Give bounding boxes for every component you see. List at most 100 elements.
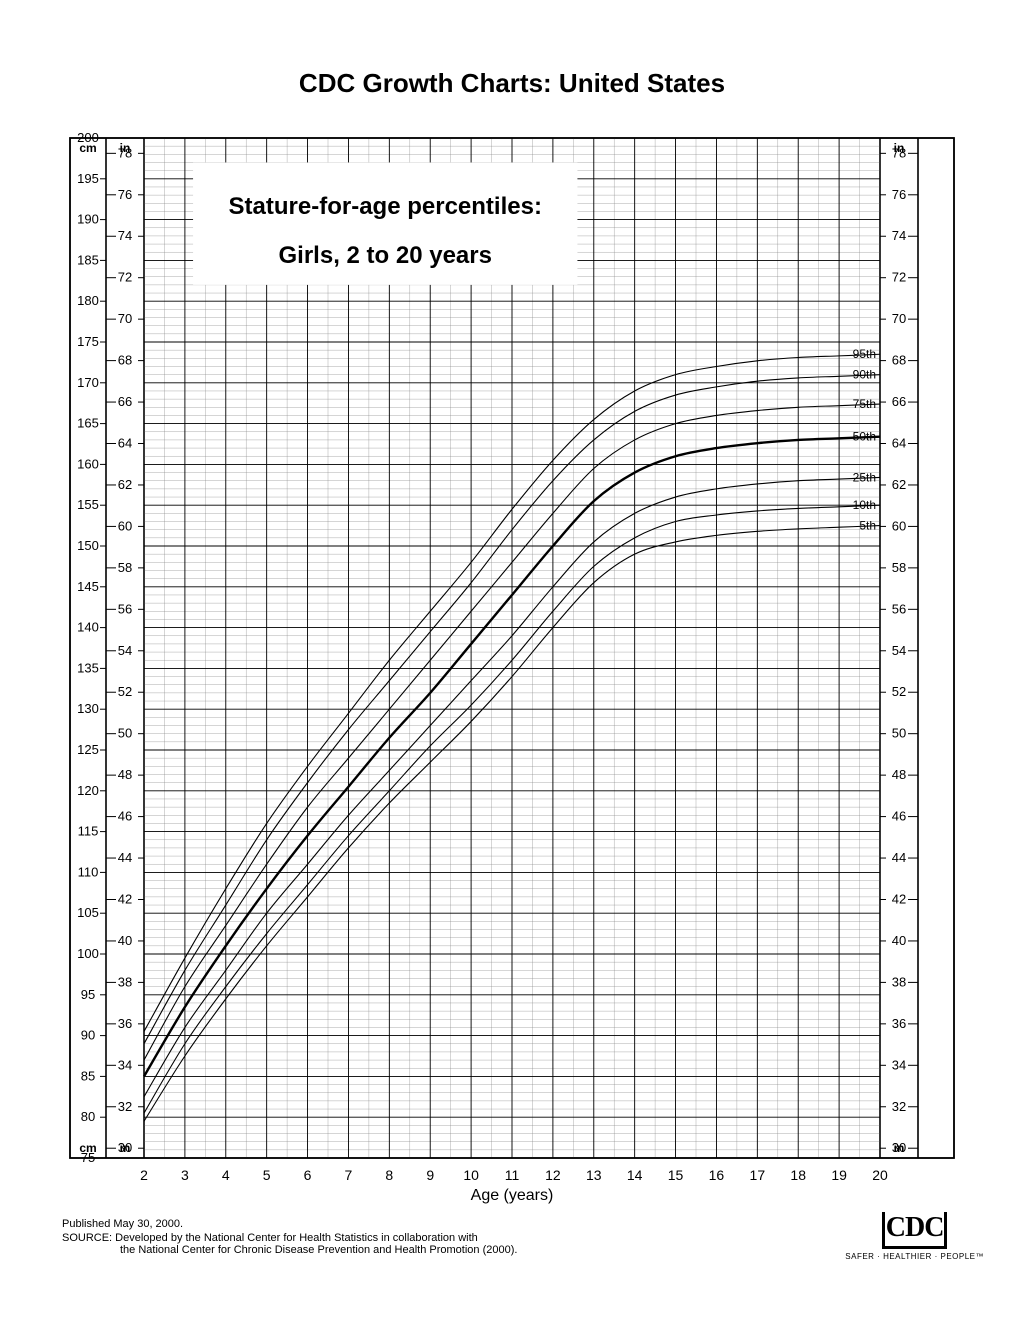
- svg-text:58: 58: [118, 560, 132, 575]
- svg-text:50: 50: [118, 726, 132, 741]
- svg-text:5: 5: [263, 1167, 271, 1183]
- percentile-label-25th: 25th: [853, 470, 876, 484]
- svg-text:13: 13: [586, 1167, 602, 1183]
- svg-text:54: 54: [892, 643, 906, 658]
- svg-text:cm: cm: [79, 1141, 96, 1155]
- svg-text:56: 56: [118, 601, 132, 616]
- svg-text:165: 165: [77, 416, 99, 431]
- svg-text:160: 160: [77, 456, 99, 471]
- svg-text:60: 60: [118, 518, 132, 533]
- svg-text:56: 56: [892, 601, 906, 616]
- svg-text:20: 20: [872, 1167, 888, 1183]
- svg-text:in: in: [894, 1141, 905, 1155]
- svg-text:11: 11: [505, 1167, 520, 1183]
- percentile-label-75th: 75th: [853, 397, 876, 411]
- svg-text:125: 125: [77, 742, 99, 757]
- svg-text:74: 74: [892, 228, 906, 243]
- percentile-label-95th: 95th: [853, 347, 876, 361]
- svg-text:105: 105: [77, 905, 99, 920]
- svg-text:145: 145: [77, 579, 99, 594]
- svg-text:115: 115: [78, 824, 99, 839]
- svg-text:10: 10: [463, 1167, 479, 1183]
- svg-text:52: 52: [118, 684, 132, 699]
- svg-text:6: 6: [304, 1167, 312, 1183]
- svg-text:36: 36: [892, 1016, 906, 1031]
- svg-text:in: in: [894, 141, 905, 155]
- page-title: CDC Growth Charts: United States: [0, 68, 1024, 99]
- svg-text:155: 155: [77, 497, 99, 512]
- svg-text:34: 34: [118, 1057, 132, 1072]
- svg-text:135: 135: [77, 660, 99, 675]
- svg-text:120: 120: [77, 783, 99, 798]
- svg-text:110: 110: [78, 864, 99, 879]
- svg-text:175: 175: [77, 334, 99, 349]
- svg-text:130: 130: [77, 701, 99, 716]
- svg-text:90: 90: [81, 1028, 95, 1043]
- svg-text:32: 32: [892, 1099, 906, 1114]
- svg-text:34: 34: [892, 1057, 906, 1072]
- svg-text:38: 38: [892, 974, 906, 989]
- cdc-logo: CDC SAFER · HEALTHIER · PEOPLE™: [845, 1212, 984, 1261]
- svg-text:62: 62: [118, 477, 132, 492]
- cdc-tagline: SAFER · HEALTHIER · PEOPLE™: [845, 1252, 984, 1261]
- svg-text:16: 16: [709, 1167, 725, 1183]
- svg-text:95: 95: [81, 987, 95, 1002]
- svg-text:40: 40: [892, 933, 906, 948]
- svg-text:12: 12: [545, 1167, 561, 1183]
- svg-text:42: 42: [118, 891, 132, 906]
- svg-text:46: 46: [118, 809, 132, 824]
- svg-text:7: 7: [345, 1167, 353, 1183]
- svg-text:cm: cm: [79, 141, 96, 155]
- svg-text:100: 100: [77, 946, 99, 961]
- svg-text:150: 150: [77, 538, 99, 553]
- svg-text:140: 140: [77, 620, 99, 635]
- source-line-1: SOURCE: Developed by the National Center…: [62, 1232, 517, 1244]
- svg-text:46: 46: [892, 809, 906, 824]
- growth-chart: 7580859095100105110115120125130135140145…: [62, 130, 962, 1210]
- svg-text:74: 74: [118, 228, 132, 243]
- svg-text:68: 68: [892, 353, 906, 368]
- svg-text:50: 50: [892, 726, 906, 741]
- svg-text:18: 18: [790, 1167, 806, 1183]
- source-line-2: the National Center for Chronic Disease …: [62, 1244, 517, 1256]
- svg-text:3: 3: [181, 1167, 189, 1183]
- svg-text:8: 8: [385, 1167, 393, 1183]
- svg-text:76: 76: [118, 187, 132, 202]
- chart-subtitle-line1: Stature-for-age percentiles:: [229, 193, 542, 220]
- svg-text:72: 72: [892, 270, 906, 285]
- svg-text:32: 32: [118, 1099, 132, 1114]
- svg-text:68: 68: [118, 353, 132, 368]
- svg-text:Age (years): Age (years): [471, 1187, 554, 1204]
- svg-text:195: 195: [77, 171, 99, 186]
- svg-text:66: 66: [892, 394, 906, 409]
- svg-text:85: 85: [81, 1068, 95, 1083]
- svg-text:in: in: [120, 141, 131, 155]
- svg-text:44: 44: [118, 850, 132, 865]
- svg-text:170: 170: [77, 375, 99, 390]
- svg-text:42: 42: [892, 891, 906, 906]
- percentile-label-5th: 5th: [859, 519, 876, 533]
- svg-text:64: 64: [892, 436, 906, 451]
- svg-text:70: 70: [892, 311, 906, 326]
- svg-text:185: 185: [77, 252, 99, 267]
- svg-text:2: 2: [140, 1167, 148, 1183]
- svg-text:190: 190: [77, 212, 99, 227]
- svg-text:4: 4: [222, 1167, 230, 1183]
- svg-text:52: 52: [892, 684, 906, 699]
- svg-text:180: 180: [77, 293, 99, 308]
- svg-text:66: 66: [118, 394, 132, 409]
- svg-text:48: 48: [118, 767, 132, 782]
- svg-text:62: 62: [892, 477, 906, 492]
- svg-text:58: 58: [892, 560, 906, 575]
- svg-text:44: 44: [892, 850, 906, 865]
- svg-text:76: 76: [892, 187, 906, 202]
- svg-text:in: in: [120, 1141, 131, 1155]
- svg-text:64: 64: [118, 436, 132, 451]
- svg-text:17: 17: [750, 1167, 766, 1183]
- percentile-label-90th: 90th: [853, 368, 876, 382]
- svg-text:9: 9: [426, 1167, 434, 1183]
- svg-text:15: 15: [668, 1167, 684, 1183]
- svg-text:14: 14: [627, 1167, 643, 1183]
- footer: Published May 30, 2000. SOURCE: Develope…: [62, 1218, 517, 1256]
- svg-text:40: 40: [118, 933, 132, 948]
